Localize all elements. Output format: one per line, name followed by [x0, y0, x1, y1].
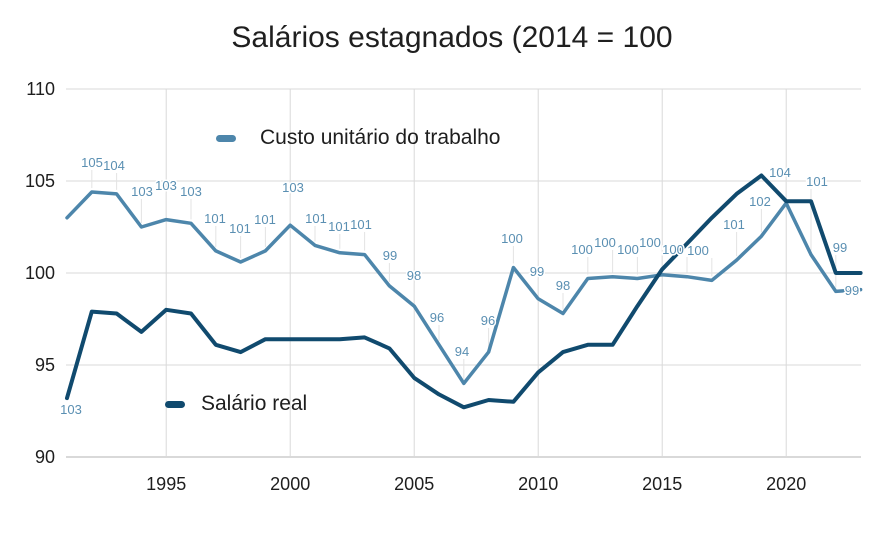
point-label: 101: [229, 221, 251, 236]
point-label: 99: [383, 248, 397, 263]
point-label: 98: [407, 268, 421, 283]
line-salario-real: [65, 173, 863, 410]
x-axis-tick-label: 2015: [642, 474, 682, 494]
x-axis-tick-label: 2005: [394, 474, 434, 494]
point-label: 99: [530, 264, 544, 279]
point-label: 101: [806, 174, 828, 189]
point-label: 104: [769, 165, 791, 180]
y-axis-tick-label: 100: [25, 263, 55, 283]
legend-label-salario: Salário real: [201, 392, 308, 415]
point-label: 100: [501, 231, 523, 246]
point-label: 100: [639, 235, 661, 250]
point-label: 100: [687, 243, 709, 258]
legend-swatch-salario-icon: [165, 400, 185, 408]
legend-label-custo: Custo unitário do trabalho: [260, 126, 501, 149]
point-label: 102: [749, 194, 771, 209]
point-label: 98: [556, 278, 570, 293]
chart-title: Salários estagnados (2014 = 100: [231, 21, 673, 54]
point-label: 103: [155, 178, 177, 193]
point-label: 101: [305, 211, 327, 226]
legend-item-salario: Salário real: [165, 392, 307, 416]
point-label: 94: [455, 344, 469, 359]
x-axis-tick-label: 2000: [270, 474, 310, 494]
point-label: 100: [571, 242, 593, 257]
point-label: 96: [481, 313, 495, 328]
point-label: 99: [845, 283, 859, 298]
point-label: 103: [60, 402, 82, 417]
point-label: 105: [81, 155, 103, 170]
y-axis-tick-label: 110: [26, 79, 55, 99]
y-axis-tick-label: 90: [35, 447, 55, 467]
point-label: 103: [282, 180, 304, 195]
point-label: 104: [103, 158, 125, 173]
legend-swatch-custo-icon: [216, 134, 236, 142]
axis-tick-labels: 90 95 100 105 110 1995 2000 2005 2010 2015 2020: [25, 79, 806, 494]
point-label: 101: [350, 217, 372, 232]
y-axis-tick-label: 95: [35, 355, 55, 375]
y-axis-tick-label: 105: [25, 171, 55, 191]
legend-item-custo: Custo unitário do trabalho: [216, 126, 501, 150]
point-label: 103: [131, 184, 153, 199]
series-lines: [65, 173, 863, 410]
point-label: 101: [328, 219, 350, 234]
x-axis-tick-label: 2020: [766, 474, 806, 494]
point-label: 100: [662, 242, 684, 257]
point-label: 96: [430, 310, 444, 325]
point-label: 99: [833, 240, 847, 255]
point-label: 101: [723, 217, 745, 232]
point-label: 103: [180, 184, 202, 199]
x-axis-tick-label: 1995: [146, 474, 186, 494]
line-custo-unitario: [65, 190, 863, 386]
point-label: 100: [594, 235, 616, 250]
point-label: 101: [254, 212, 276, 227]
x-axis-tick-label: 2010: [518, 474, 558, 494]
point-label: 101: [204, 211, 226, 226]
point-label: 100: [617, 242, 639, 257]
